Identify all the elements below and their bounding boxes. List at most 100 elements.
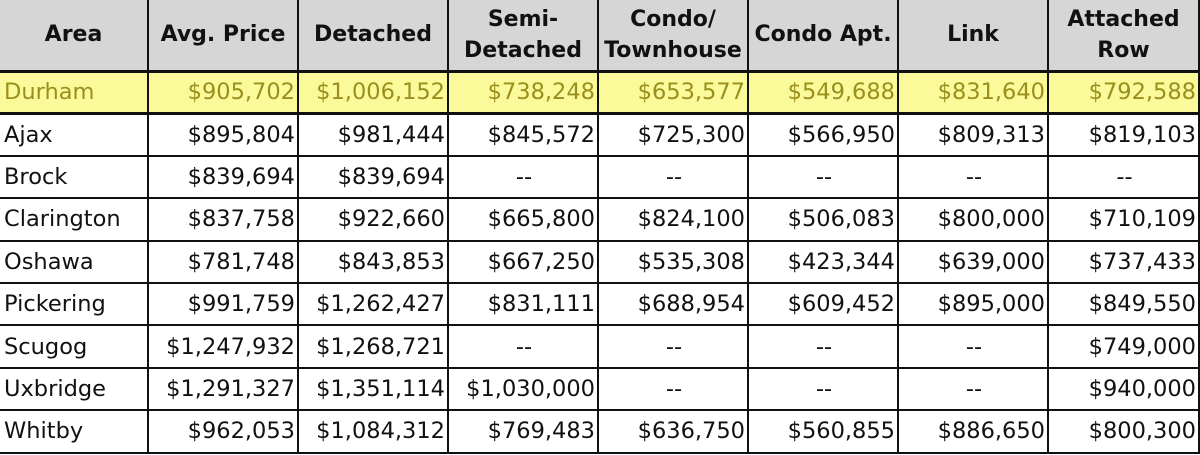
price-cell: $737,433 (1047, 239, 1200, 284)
price-cell: $506,083 (747, 197, 899, 242)
price-cell: $886,650 (897, 409, 1049, 454)
area-cell: Whitby (0, 409, 149, 454)
column-header-link: Link (897, 0, 1049, 72)
column-header-area: Area (0, 0, 149, 72)
column-header-text: Townhouse (604, 37, 742, 63)
price-cell: $831,111 (447, 281, 599, 327)
price-cell: $800,000 (897, 197, 1049, 242)
price-cell: $895,000 (897, 281, 1049, 327)
price-cell: $792,588 (1047, 69, 1200, 115)
price-cell: -- (447, 154, 599, 200)
price-cell: $1,247,932 (147, 324, 299, 369)
price-cell: $636,750 (597, 409, 749, 454)
column-header-condo-apt: Condo Apt. (747, 0, 899, 72)
price-cell: $549,688 (747, 69, 899, 115)
price-cell: -- (597, 366, 749, 412)
header-row: Area Avg. Price Detached Semi- Detached Condo… (0, 0, 1200, 72)
price-cell: $940,000 (1047, 366, 1200, 412)
price-cell: $809,313 (897, 112, 1049, 157)
column-header-text: Detached (314, 22, 432, 48)
price-cell: $849,550 (1047, 281, 1200, 327)
price-cell: $1,006,152 (297, 69, 449, 115)
price-cell: $824,100 (597, 197, 749, 242)
price-cell: -- (447, 324, 599, 369)
table-row: Pickering $991,759 $1,262,427 $831,111 $688,… (0, 281, 1200, 327)
price-cell: $738,248 (447, 69, 599, 115)
area-cell: Pickering (0, 281, 149, 327)
column-header-text: Condo Apt. (754, 22, 892, 48)
column-header-avg-price: Avg. Price (147, 0, 299, 72)
price-cell: $725,300 (597, 112, 749, 157)
price-cell: -- (897, 324, 1049, 369)
price-cell: $837,758 (147, 197, 299, 242)
price-cell: $1,351,114 (297, 366, 449, 412)
area-cell: Ajax (0, 112, 149, 157)
price-cell: -- (897, 154, 1049, 200)
price-cell: $831,640 (897, 69, 1049, 115)
price-cell: -- (747, 324, 899, 369)
column-header-text: Detached (464, 37, 582, 63)
price-cell: -- (747, 154, 899, 200)
area-cell: Uxbridge (0, 366, 149, 412)
price-cell: -- (597, 324, 749, 369)
column-header-text: Area (44, 22, 103, 48)
price-cell: $895,804 (147, 112, 299, 157)
column-header-text: Link (947, 22, 999, 48)
price-cell: $688,954 (597, 281, 749, 327)
table-body: Durham $905,702 $1,006,152 $738,248 $653,577… (0, 69, 1200, 454)
price-cell: $560,855 (747, 409, 899, 454)
price-cell: $566,950 (747, 112, 899, 157)
price-cell: $922,660 (297, 197, 449, 242)
column-header-semi-detached: Semi- Detached (447, 0, 599, 72)
price-cell: $962,053 (147, 409, 299, 454)
column-header-text: Condo/ (630, 6, 716, 32)
price-cell: $819,103 (1047, 112, 1200, 157)
column-header-text: Avg. Price (160, 22, 286, 48)
price-cell: $639,000 (897, 239, 1049, 284)
column-header-text: Semi- (487, 6, 559, 32)
price-cell: $710,109 (1047, 197, 1200, 242)
price-cell: $843,853 (297, 239, 449, 284)
area-cell: Oshawa (0, 239, 149, 284)
price-cell: $839,694 (297, 154, 449, 200)
column-header-detached: Detached (297, 0, 449, 72)
price-cell: $800,300 (1047, 409, 1200, 454)
price-cell: $667,250 (447, 239, 599, 284)
price-cell: -- (1047, 154, 1200, 200)
price-cell: $609,452 (747, 281, 899, 327)
price-cell: $781,748 (147, 239, 299, 284)
price-cell: $905,702 (147, 69, 299, 115)
table-row: Brock $839,694 $839,694 -- -- -- -- -- (0, 154, 1200, 200)
price-cell: $839,694 (147, 154, 299, 200)
price-cell: $423,344 (747, 239, 899, 284)
column-header-text: Row (1097, 37, 1150, 63)
price-cell: $535,308 (597, 239, 749, 284)
price-cell: $653,577 (597, 69, 749, 115)
column-header-condo-townhouse: Condo/Townhouse (597, 0, 749, 72)
price-cell: $1,291,327 (147, 366, 299, 412)
price-cell: $665,800 (447, 197, 599, 242)
table-row: Scugog $1,247,932 $1,268,721 -- -- -- -- $749,0… (0, 324, 1200, 369)
price-cell: $981,444 (297, 112, 449, 157)
area-cell: Clarington (0, 197, 149, 242)
price-cell: $1,262,427 (297, 281, 449, 327)
price-cell: $769,483 (447, 409, 599, 454)
area-cell: Scugog (0, 324, 149, 369)
area-cell: Brock (0, 154, 149, 200)
price-cell: $1,268,721 (297, 324, 449, 369)
price-cell: -- (897, 366, 1049, 412)
table-row: Oshawa $781,748 $843,853 $667,250 $535,308 $4… (0, 239, 1200, 284)
column-header-attached-row: Attached Row (1047, 0, 1200, 72)
table-row: Whitby $962,053 $1,084,312 $769,483 $636,750… (0, 409, 1200, 454)
price-cell: $1,084,312 (297, 409, 449, 454)
table-row: Ajax $895,804 $981,444 $845,572 $725,300 $566… (0, 112, 1200, 157)
table-row-highlighted: Durham $905,702 $1,006,152 $738,248 $653,577… (0, 69, 1200, 115)
price-cell: $991,759 (147, 281, 299, 327)
column-header-text: Attached (1067, 6, 1180, 32)
price-cell: -- (747, 366, 899, 412)
price-cell: $845,572 (447, 112, 599, 157)
price-cell: -- (597, 154, 749, 200)
area-cell: Durham (0, 69, 149, 115)
price-cell: $749,000 (1047, 324, 1200, 369)
price-cell: $1,030,000 (447, 366, 599, 412)
